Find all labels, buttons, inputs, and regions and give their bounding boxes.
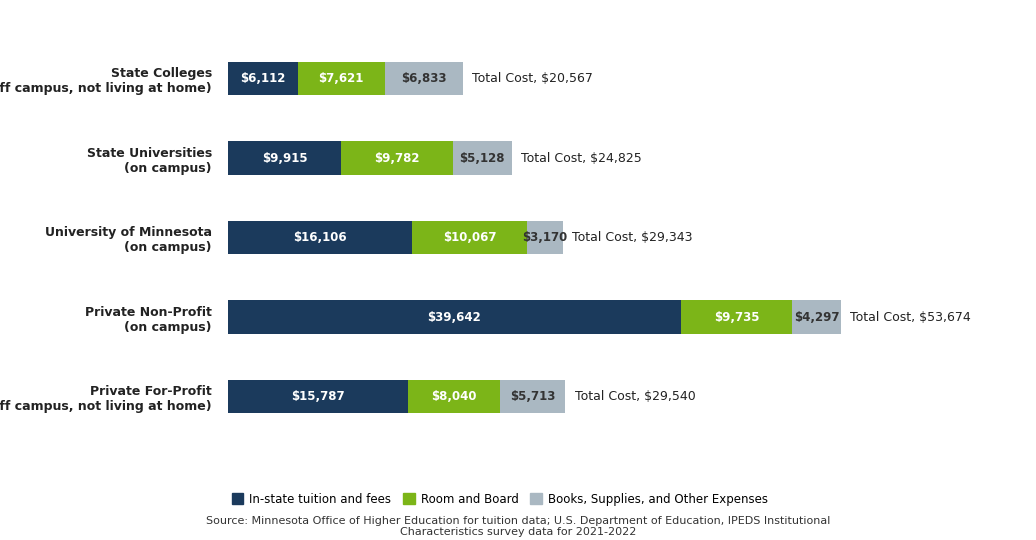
Text: Total Cost, $24,825: Total Cost, $24,825 (521, 152, 641, 165)
Text: $10,067: $10,067 (442, 231, 496, 244)
Bar (453, 141, 512, 175)
Bar (297, 62, 384, 96)
Bar (228, 62, 297, 96)
Text: $3,170: $3,170 (522, 231, 568, 244)
Bar (500, 380, 566, 413)
Text: Total Cost, $20,567: Total Cost, $20,567 (472, 72, 593, 85)
Text: $15,787: $15,787 (291, 390, 345, 403)
Text: $8,040: $8,040 (432, 390, 477, 403)
Text: $9,735: $9,735 (714, 310, 759, 323)
Legend: In-state tuition and fees, Room and Board, Books, Supplies, and Other Expenses: In-state tuition and fees, Room and Boar… (227, 488, 773, 510)
Text: Total Cost, $53,674: Total Cost, $53,674 (851, 310, 971, 323)
Text: Source: Minnesota Office of Higher Education for tuition data; U.S. Department o: Source: Minnesota Office of Higher Educa… (206, 516, 830, 537)
Text: $7,621: $7,621 (319, 72, 364, 85)
Bar (341, 141, 453, 175)
Text: $39,642: $39,642 (428, 310, 482, 323)
Bar (527, 221, 564, 254)
Text: Total Cost, $29,540: Total Cost, $29,540 (575, 390, 695, 403)
Text: $4,297: $4,297 (794, 310, 839, 323)
Text: $16,106: $16,106 (293, 231, 347, 244)
Text: $6,833: $6,833 (401, 72, 447, 85)
Bar (228, 221, 412, 254)
Text: Total Cost, $29,343: Total Cost, $29,343 (572, 231, 693, 244)
Text: $5,128: $5,128 (460, 152, 505, 165)
Bar (384, 62, 463, 96)
Text: $5,713: $5,713 (510, 390, 555, 403)
Bar (681, 300, 793, 334)
Text: $9,782: $9,782 (374, 152, 420, 165)
Bar (408, 380, 500, 413)
Text: $9,915: $9,915 (262, 152, 308, 165)
Bar (793, 300, 841, 334)
Bar (228, 380, 408, 413)
Bar (228, 141, 341, 175)
Bar (412, 221, 527, 254)
Bar (228, 300, 681, 334)
Text: $6,112: $6,112 (240, 72, 286, 85)
